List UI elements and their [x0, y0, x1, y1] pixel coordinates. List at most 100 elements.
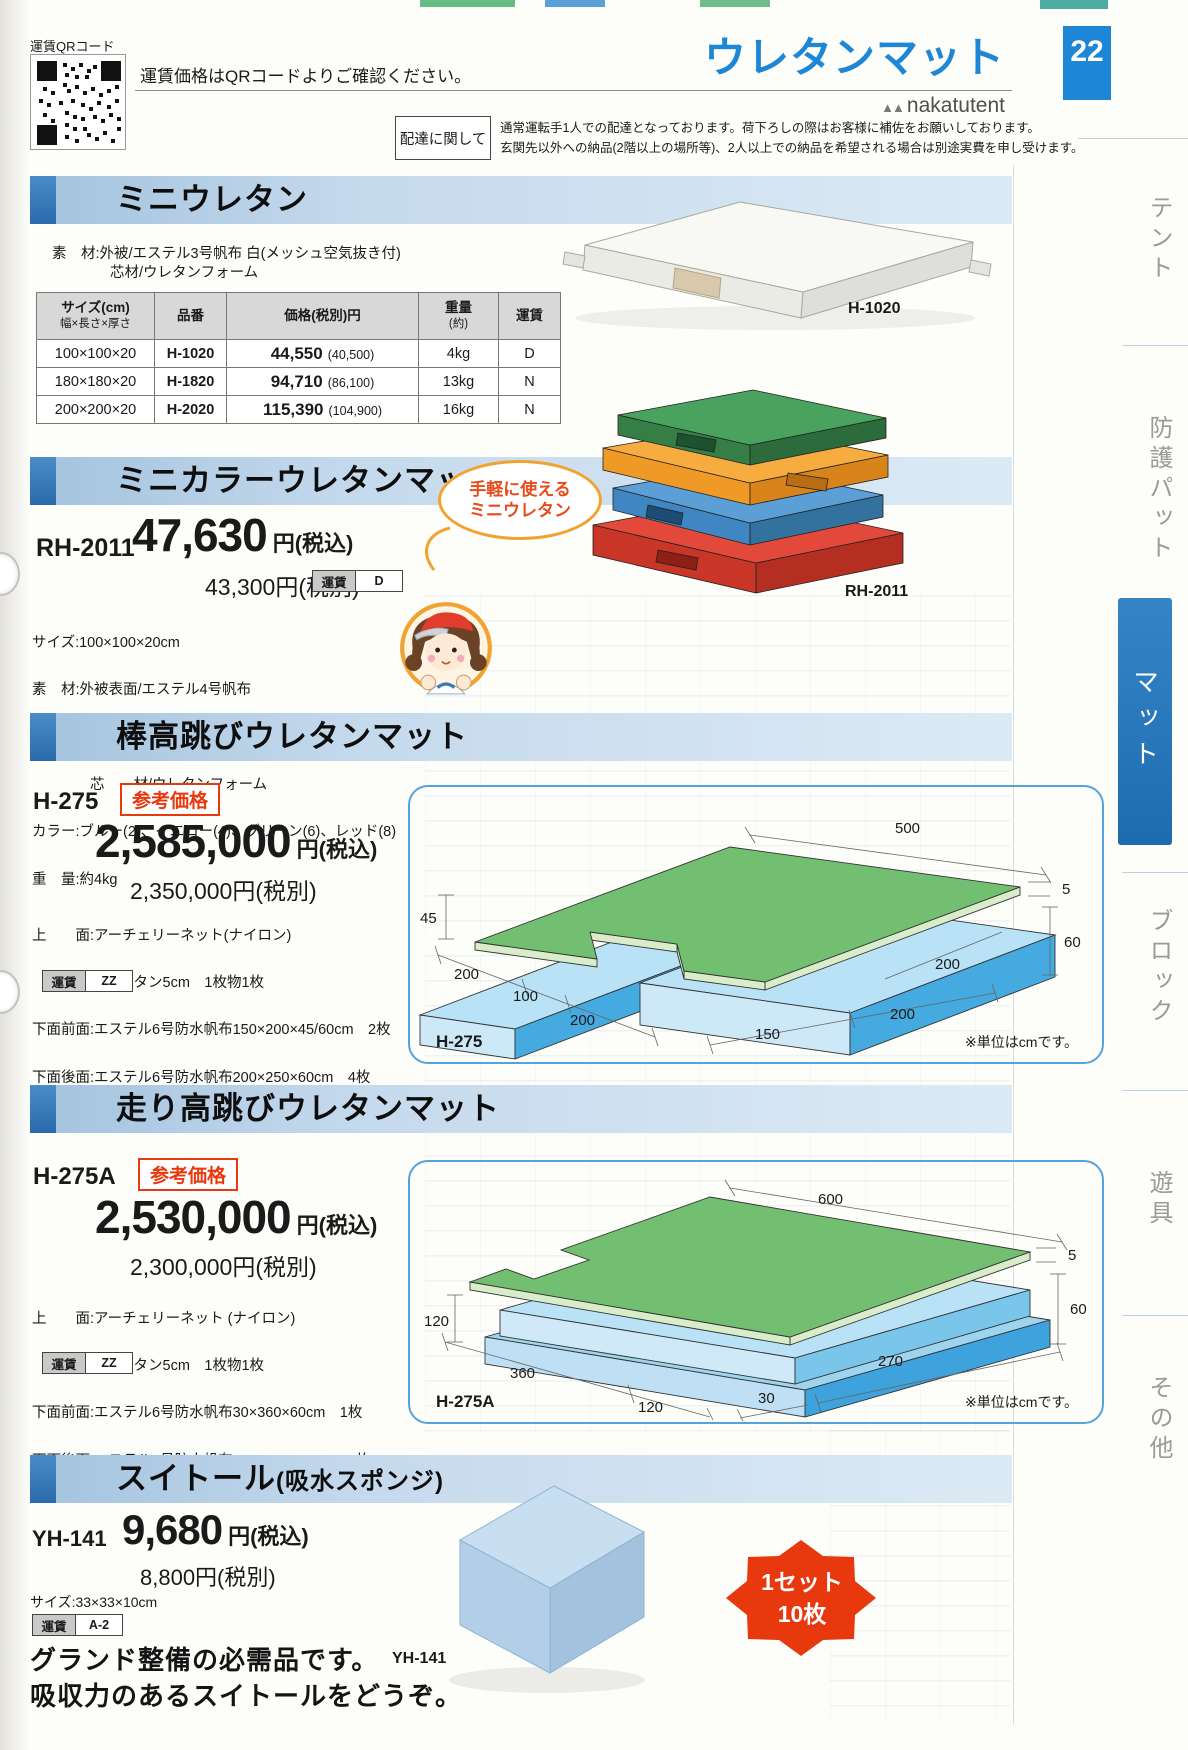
section-title: ミニカラーウレタンマット	[116, 463, 500, 498]
diagram-unit-note: ※単位はcmです。	[965, 1394, 1078, 1410]
qr-code-label: 運賃QRコード	[30, 39, 115, 54]
delivery-note-line1: 通常運転手1人での配達となっております。荷下ろしの際はお客様に補佐をお願いしてお…	[500, 121, 1040, 135]
dim-label: 200	[570, 1012, 595, 1029]
h275-diagram-svg: 500 5 60 45 200 100 200 150 200 200	[418, 820, 1081, 1060]
dim-label: 60	[1064, 934, 1081, 951]
section-bar-pole-vault: 棒高跳びウレタンマット	[30, 713, 1012, 761]
sponge-photo	[449, 1485, 646, 1693]
spec-top: 上 面:アーチェリーネット (ナイロン)	[32, 1310, 296, 1327]
brand-triangles-icon: ▲▲	[881, 100, 905, 115]
spec-lower-rear: 下面後面:エステル6号防水帆布200×250×60cm 4枚	[32, 1069, 371, 1086]
sidebar-tab-other: その他	[1145, 1375, 1172, 1465]
price-incl-tax: 2,585,000 円(税込)	[95, 815, 378, 867]
delivery-note: 通常運転手1人での配達となっております。荷下ろしの際はお客様に補佐をお願いしてお…	[500, 118, 1083, 158]
qr-code-pattern	[37, 61, 121, 145]
col-size: サイズ(cm) 幅×長さ×厚さ	[36, 292, 155, 340]
section-title: ミニウレタン	[116, 182, 308, 217]
h275-diagram-box: 500 5 60 45 200 100 200 150 200 200 H-27…	[408, 785, 1104, 1064]
speech-bubble: 手軽に使える ミニウレタン	[438, 460, 602, 540]
price-excl-tax: 8,800円(税別)	[140, 1565, 276, 1590]
delivery-label: 配達に関して	[399, 131, 487, 148]
sidebar-tab-block: ブロック	[1145, 907, 1172, 1028]
brand-name: nakatutent	[906, 94, 1005, 117]
product-table: サイズ(cm) 幅×長さ×厚さ 品番 価格(税別)円 重量 (約) 運賃 100×1…	[36, 292, 561, 424]
bubble-tail-icon	[425, 526, 451, 571]
table-header-row: サイズ(cm) 幅×長さ×厚さ 品番 価格(税別)円 重量 (約) 運賃	[36, 292, 561, 340]
page-left-edge	[0, 0, 30, 1750]
freight-badge: 運賃 D	[312, 570, 403, 592]
dim-label: 600	[818, 1191, 843, 1208]
diagram-code-label: H-275	[436, 1032, 483, 1051]
scan-artifact	[700, 0, 770, 7]
col-weight: 重量 (約)	[418, 292, 499, 340]
h275a-diagram-svg: 600 5 60 120 360 120 30 270	[424, 1179, 1087, 1422]
sidebar-tab-tent: テント	[1145, 195, 1172, 285]
spec-size: サイズ:100×100×20cm	[32, 634, 180, 651]
dim-label: 5	[1062, 881, 1070, 898]
table-row: 200×200×20 H-2020 115,390 (104,900) 16kg …	[36, 395, 561, 424]
bubble-line1: 手軽に使える	[469, 479, 571, 499]
section-accent	[30, 1455, 56, 1503]
section-accent	[30, 176, 56, 224]
col-price: 価格(税別)円	[226, 292, 419, 340]
reference-price-badge: 参考価格	[138, 1158, 239, 1191]
header-rule	[135, 90, 1012, 91]
delivery-label-box: 配達に関して	[395, 116, 491, 160]
sidebar-rule	[1122, 872, 1188, 873]
bubble-line2: ミニウレタン	[469, 501, 571, 520]
spec-lower-front: 下面前面:エステル6号防水帆布30×360×60cm 1枚	[32, 1405, 363, 1422]
sidebar-tab-protective-pad: 防護パット	[1145, 415, 1172, 565]
section-title: スイトール(吸水スポンジ)	[116, 1461, 444, 1496]
table-row: 100×100×20 H-1020 44,550 (40,500) 4kg D	[36, 339, 561, 368]
product-code: YH-141	[32, 1526, 107, 1551]
spec-list: 上 面:アーチェリーネット(ナイロン) ウレタン5cm 1枚物1枚 下面前面:エ…	[32, 897, 391, 1118]
qr-code	[30, 54, 126, 150]
section-title: 走り高跳びウレタンマット	[116, 1091, 500, 1126]
photo-label: H-1020	[848, 300, 901, 317]
color-mats-photo	[592, 389, 904, 594]
dim-label: 60	[1070, 1301, 1087, 1318]
section-title: 棒高跳びウレタンマット	[116, 719, 468, 754]
section-accent	[30, 713, 56, 761]
diagram-code-label: H-275A	[436, 1392, 495, 1411]
section-accent	[30, 1085, 56, 1133]
sidebar-rule	[1122, 345, 1188, 346]
scan-artifact	[545, 0, 605, 7]
dim-label: 30	[758, 1390, 775, 1407]
col-code: 品番	[154, 292, 227, 340]
dim-label: 200	[890, 1006, 915, 1023]
spec-material: 素 材:外被表面/エステル4号帆布	[32, 681, 252, 698]
white-mat-photo	[562, 201, 992, 330]
product-code: H-275A	[33, 1163, 116, 1190]
catch-copy-line2: 吸収力のあるスイトールをどうぞ。	[30, 1681, 463, 1711]
spec-lower-front: 下面前面:エステル6号防水帆布150×200×45/60cm 2枚	[32, 1022, 391, 1039]
freight-badge: 運賃 ZZ	[42, 1352, 133, 1374]
sidebar-rule	[1078, 138, 1188, 139]
dim-label: 270	[878, 1353, 903, 1370]
section-accent	[30, 457, 56, 505]
sidebar-rule	[1122, 1090, 1188, 1091]
qr-note: 運賃価格はQRコードよりご確認ください。	[140, 67, 472, 86]
spec-size: サイズ:33×33×10cm	[30, 1594, 158, 1610]
dim-label: 45	[420, 910, 437, 927]
materials-line2: 芯材/ウレタンフォーム	[52, 265, 259, 281]
girl-mascot-illustration	[400, 602, 492, 695]
reference-price-badge: 参考価格	[120, 783, 221, 816]
dim-label: 100	[513, 988, 538, 1005]
price-excl-tax: 2,300,000円(税別)	[130, 1254, 317, 1280]
set-badge: 1セット 10枚	[726, 1540, 876, 1656]
table-row: 180×180×20 H-1820 94,710 (86,100) 13kg N	[36, 367, 561, 396]
sidebar-tab-mat-active: マット	[1118, 598, 1172, 845]
section-bar-suitoru: スイトール(吸水スポンジ)	[30, 1455, 1012, 1503]
badge-line2: 10枚	[778, 1601, 827, 1627]
section-bar-high-jump: 走り高跳びウレタンマット	[30, 1085, 1012, 1133]
dim-label: 120	[424, 1313, 449, 1330]
dim-label: 5	[1068, 1247, 1076, 1264]
photo-label: RH-2011	[845, 583, 909, 600]
dim-label: 360	[510, 1365, 535, 1382]
dim-label: 150	[755, 1026, 780, 1043]
price-excl-tax: 2,350,000円(税別)	[130, 878, 317, 904]
page-number: 22	[1070, 35, 1104, 68]
freight-badge: 運賃 ZZ	[42, 970, 133, 992]
